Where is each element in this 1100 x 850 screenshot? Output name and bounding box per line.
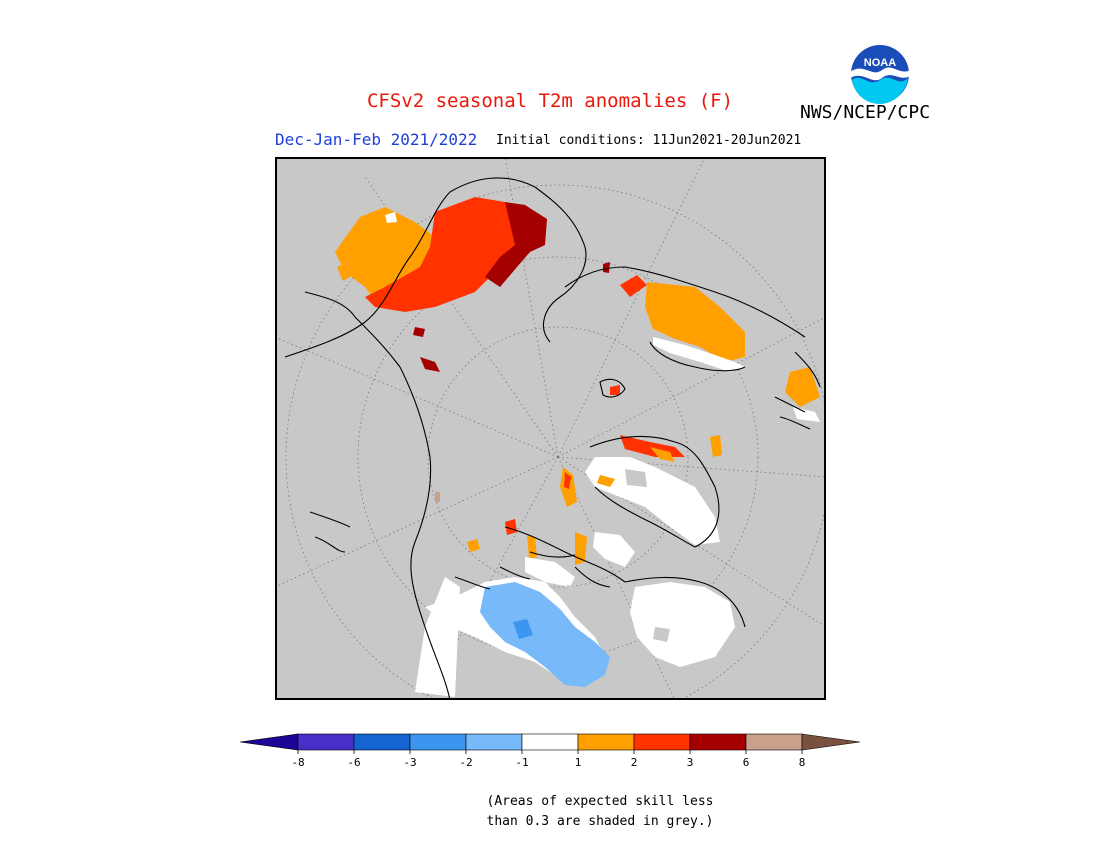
anomaly-cool-namerica	[415, 577, 735, 697]
legend-label: 2	[631, 756, 638, 769]
season-label: Dec-Jan-Feb 2021/2022	[275, 130, 478, 149]
legend-box	[297, 733, 355, 751]
legend-label: -1	[515, 756, 528, 769]
anomaly-warm-asia	[335, 197, 547, 312]
legend-label: 1	[575, 756, 582, 769]
noaa-logo-text: NOAA	[864, 57, 896, 69]
legend-label: 8	[799, 756, 806, 769]
anomaly-warm-europe	[620, 275, 820, 422]
legend-box	[521, 733, 579, 751]
legend-label: -6	[347, 756, 360, 769]
legend-box	[465, 733, 523, 751]
legend-box	[577, 733, 635, 751]
agency-label: NWS/NCEP/CPC	[800, 102, 931, 123]
coastlines	[284, 177, 821, 700]
legend-box	[745, 733, 803, 751]
legend-label: -2	[459, 756, 472, 769]
legend-label: 6	[743, 756, 750, 769]
skill-note-line-1: (Areas of expected skill less	[486, 794, 714, 809]
legend-label: -3	[403, 756, 416, 769]
legend-arrow-high	[801, 733, 861, 751]
polar-map	[275, 157, 826, 700]
map-title: CFSv2 seasonal T2m anomalies (F)	[366, 90, 734, 112]
anomaly-siberia-strips	[413, 262, 620, 502]
legend-label: 3	[687, 756, 694, 769]
anomaly-canada	[467, 467, 635, 587]
legend-label: -8	[291, 756, 304, 769]
legend-box	[633, 733, 691, 751]
color-legend: -8 -6 -3 -2 -1 1 2 3 6 8	[230, 728, 870, 778]
initial-conditions-label: Initial conditions: 11Jun2021-20Jun2021	[496, 133, 802, 148]
noaa-logo: NOAA	[848, 42, 912, 106]
skill-note-line-2: than 0.3 are shaded in grey.)	[486, 814, 714, 829]
legend-arrow-low	[239, 733, 299, 751]
legend-box	[689, 733, 747, 751]
legend-box	[409, 733, 467, 751]
skill-note: (Areas of expected skill less than 0.3 a…	[470, 792, 730, 832]
anomaly-greenland	[585, 435, 722, 545]
map-frame	[275, 157, 826, 700]
legend-box	[353, 733, 411, 751]
